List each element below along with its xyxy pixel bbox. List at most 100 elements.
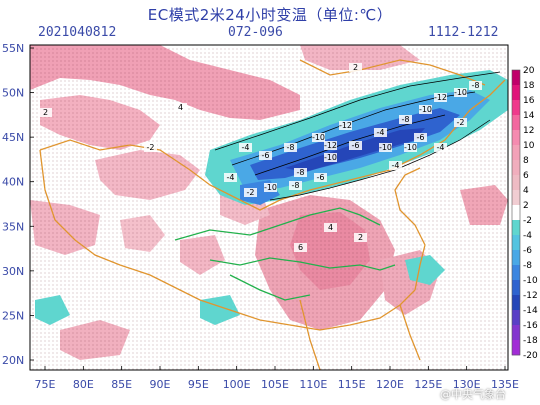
contour-label: -10 bbox=[379, 143, 392, 152]
contour-label-bg bbox=[39, 108, 52, 117]
lon-tick-label: 95E bbox=[188, 378, 209, 391]
lat-tick-label: 30N bbox=[2, 265, 24, 278]
colorbar-label: 6 bbox=[523, 171, 529, 181]
lon-tick-label: 135E bbox=[491, 378, 519, 391]
valid-period: 1112-1212 bbox=[428, 25, 499, 40]
chart-title: EC模式2米24小时变温（单位:℃） bbox=[147, 6, 393, 24]
contour-label-bg bbox=[454, 118, 467, 127]
map-area: -4-6-8-10-12-8-10-6-4-8-10-12-10-8-6-4-2… bbox=[30, 45, 508, 370]
contour-label: 2 bbox=[43, 108, 48, 117]
lon-tick-label: 125E bbox=[414, 378, 442, 391]
contour-label-bg bbox=[404, 143, 417, 152]
contour-label: -8 bbox=[472, 81, 480, 90]
colorbar-label: -8 bbox=[523, 261, 532, 271]
contour-label: -4 bbox=[227, 173, 235, 182]
cooling-regions bbox=[35, 70, 508, 325]
lon-tick-label: 115E bbox=[338, 378, 366, 391]
contour-label: -4 bbox=[392, 161, 400, 170]
contour-label-bg bbox=[244, 188, 257, 197]
contour-label-bg bbox=[454, 88, 467, 97]
contour-label-bg bbox=[339, 121, 352, 130]
colorbar-swatch bbox=[512, 265, 520, 281]
colorbar-swatch bbox=[512, 160, 520, 176]
colorbar-label: 18 bbox=[523, 81, 535, 91]
colorbar-label: -4 bbox=[523, 231, 532, 241]
contour-label: -10 bbox=[312, 133, 325, 142]
contour-label: -10 bbox=[404, 143, 417, 152]
contour-label: -10 bbox=[264, 183, 277, 192]
rivers bbox=[174, 207, 396, 301]
colorbar-swatch bbox=[512, 295, 520, 311]
contour-label-bg bbox=[324, 141, 337, 150]
contour-label-bg bbox=[289, 181, 302, 190]
colorbar-swatch bbox=[512, 190, 520, 206]
colorbar-swatch bbox=[512, 235, 520, 251]
contour-label-bg bbox=[349, 63, 362, 72]
contour-label: -12 bbox=[434, 93, 447, 102]
contour-label: -10 bbox=[454, 88, 467, 97]
colorbar-swatch bbox=[512, 115, 520, 131]
init-time: 2021040812 bbox=[38, 25, 117, 40]
colorbar-label: -18 bbox=[523, 336, 538, 346]
contour-label-bg bbox=[174, 103, 187, 112]
colorbar-label: 8 bbox=[523, 156, 529, 166]
contour-label: -8 bbox=[402, 115, 410, 124]
colorbar-swatch bbox=[512, 145, 520, 161]
contour-label: 4 bbox=[178, 103, 183, 112]
contour-label: -12 bbox=[339, 121, 352, 130]
lat-tick-label: 40N bbox=[2, 176, 24, 189]
colorbar-label: 4 bbox=[523, 186, 529, 196]
contour-label-bg bbox=[294, 168, 307, 177]
colorbar-label: -12 bbox=[523, 291, 538, 301]
colorbar-swatch bbox=[512, 175, 520, 191]
contour-label: -2 bbox=[147, 143, 155, 152]
lat-tick-label: 20N bbox=[2, 354, 24, 367]
lon-tick-label: 120E bbox=[376, 378, 404, 391]
contour-label-bg bbox=[389, 161, 402, 170]
contour-label: -2 bbox=[457, 118, 465, 127]
contour-label-bg bbox=[259, 151, 272, 160]
colorbar-label: 20 bbox=[523, 66, 535, 76]
lat-tick-label: 25N bbox=[2, 309, 24, 322]
colorbar-swatch bbox=[512, 100, 520, 116]
contour-label: -6 bbox=[262, 151, 270, 160]
colorbar-label: 14 bbox=[523, 111, 535, 121]
contour-label-bg bbox=[312, 133, 325, 142]
lon-tick-label: 130E bbox=[453, 378, 481, 391]
lon-tick-label: 75E bbox=[35, 378, 56, 391]
contour-labels: -4-6-8-10-12-8-10-6-4-8-10-12-10-8-6-4-2… bbox=[39, 63, 482, 252]
contours bbox=[214, 71, 501, 201]
lon-tick-label: 110E bbox=[299, 378, 327, 391]
contour-label: -6 bbox=[417, 133, 425, 142]
colorbar-label: 10 bbox=[523, 141, 535, 151]
colorbar-label: 16 bbox=[523, 96, 535, 106]
colorbar-label: -10 bbox=[523, 276, 538, 286]
lon-tick-label: 80E bbox=[73, 378, 94, 391]
lon-tick-label: 90E bbox=[150, 378, 171, 391]
contour-label-bg bbox=[434, 143, 447, 152]
contour-label: -10 bbox=[324, 153, 337, 162]
lat-tick-label: 50N bbox=[2, 87, 24, 100]
contour-label-bg bbox=[144, 143, 157, 152]
forecast-hours: 072-096 bbox=[228, 25, 283, 40]
contour-label: -8 bbox=[297, 168, 305, 177]
contour-label-bg bbox=[419, 105, 432, 114]
lat-tick-label: 45N bbox=[2, 131, 24, 144]
colorbar-swatch bbox=[512, 250, 520, 266]
contour-label-bg bbox=[469, 81, 482, 90]
colorbar-swatch bbox=[512, 280, 520, 296]
contour-label: -4 bbox=[437, 143, 445, 152]
contour-label-bg bbox=[434, 93, 447, 102]
contour-label-bg bbox=[284, 143, 297, 152]
colorbar-swatch bbox=[512, 70, 520, 86]
lat-tick-label: 35N bbox=[2, 220, 24, 233]
contour-label-bg bbox=[379, 143, 392, 152]
watermark: @中央气象台 bbox=[440, 388, 506, 401]
contour-label: -8 bbox=[292, 181, 300, 190]
contour-label-bg bbox=[349, 141, 362, 150]
colorbar-label: -16 bbox=[523, 321, 538, 331]
contour-label: -12 bbox=[324, 141, 337, 150]
contour-label-bg bbox=[374, 128, 387, 137]
contour-label: -6 bbox=[317, 173, 325, 182]
